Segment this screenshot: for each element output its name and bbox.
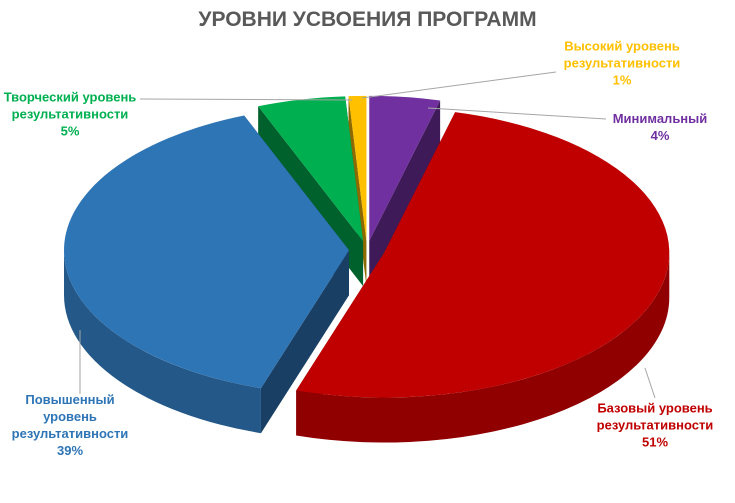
slice	[64, 115, 350, 389]
leader-line	[427, 107, 607, 120]
slice-side	[369, 100, 441, 286]
value-label: 39%	[56, 443, 84, 458]
value-label: 1%	[612, 72, 632, 88]
data-label: Повышенный уровень результативности 39%	[0, 391, 140, 459]
data-label: Творческий уровень результативности 5%	[0, 89, 143, 140]
value-label: 5%	[60, 123, 80, 139]
category-label: Базовый уровень результативности	[596, 400, 714, 433]
slice	[369, 95, 441, 241]
slice	[296, 112, 670, 398]
data-label: Высокий уровень результативности 1%	[552, 38, 692, 89]
leader-line	[644, 367, 656, 399]
data-label: Минимальный 4%	[600, 110, 720, 144]
slice-side	[64, 250, 261, 434]
chart-title: УРОВНИ УСВОЕНИЯ ПРОГРАММ	[198, 8, 537, 31]
leader-line	[361, 71, 557, 99]
category-label: Минимальный	[612, 111, 708, 126]
category-label: Творческий уровень результативности	[3, 89, 137, 122]
leader-line	[139, 98, 353, 101]
slice	[348, 95, 367, 241]
slice	[258, 96, 364, 242]
value-label: 4%	[650, 128, 670, 143]
category-label: Высокий уровень результативности	[563, 38, 681, 71]
slice-side	[260, 250, 350, 434]
slice-side	[296, 252, 670, 443]
category-label: Повышенный уровень результативности	[11, 392, 129, 441]
value-label: 51%	[641, 434, 669, 450]
data-label: Базовый уровень результативности 51%	[585, 400, 725, 451]
